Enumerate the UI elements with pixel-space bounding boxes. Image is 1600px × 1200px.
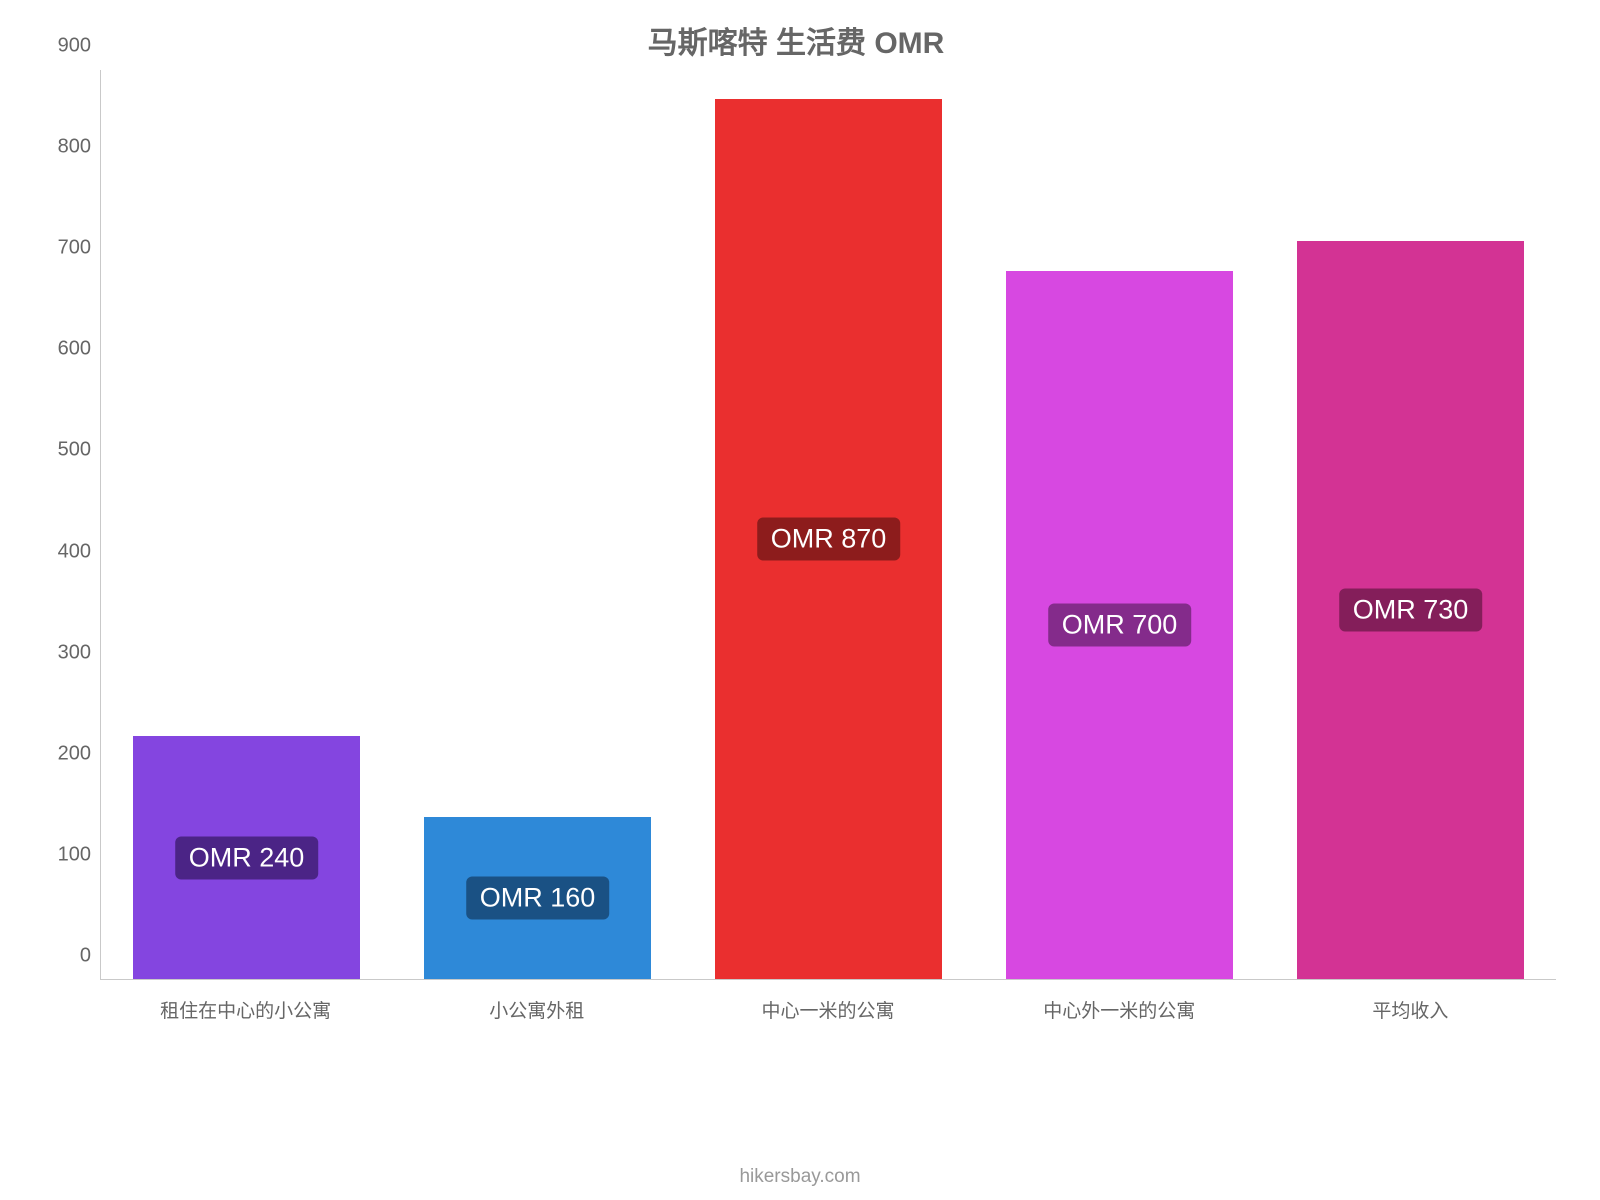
y-tick-label: 500 [58, 439, 101, 462]
chart-title: 马斯喀特 生活费 OMR [36, 18, 1556, 62]
y-tick-label: 300 [58, 641, 101, 664]
bar: OMR 700 [1006, 271, 1233, 979]
bar-slot: OMR 700 [974, 70, 1265, 979]
bar-value-badge: OMR 160 [466, 877, 610, 920]
bar-value-badge: OMR 730 [1339, 588, 1483, 631]
y-tick-label: 800 [58, 136, 101, 159]
bar-slot: OMR 730 [1265, 70, 1556, 979]
bar-value-badge: OMR 240 [175, 836, 319, 879]
y-tick-label: 100 [58, 843, 101, 866]
y-tick-label: 600 [58, 338, 101, 361]
bar-slot: OMR 160 [392, 70, 683, 979]
bar-value-badge: OMR 700 [1048, 604, 1192, 647]
x-axis-label: 小公寓外租 [391, 996, 682, 1023]
bar-slot: OMR 240 [101, 70, 392, 979]
bar: OMR 240 [133, 736, 360, 979]
x-axis-labels: 租住在中心的小公寓小公寓外租中心一米的公寓中心外一米的公寓平均收入 [100, 980, 1556, 1023]
bar-value-badge: OMR 870 [757, 518, 901, 561]
x-axis-label: 中心一米的公寓 [682, 996, 973, 1023]
cost-of-living-chart: 马斯喀特 生活费 OMR OMR 240 OMR 160 OMR 870 OMR 70… [36, 18, 1556, 1078]
bar: OMR 870 [715, 99, 942, 979]
bars-container: OMR 240 OMR 160 OMR 870 OMR 700 OMR 730 [101, 70, 1556, 979]
plot-area: OMR 240OMR 160OMR 870OMR 700OMR 730 0100… [100, 70, 1556, 980]
watermark: hikersbay.com [0, 1166, 1600, 1188]
y-tick-label: 0 [80, 945, 101, 968]
x-axis-label: 租住在中心的小公寓 [100, 996, 391, 1023]
y-tick-label: 400 [58, 540, 101, 563]
x-axis-label: 平均收入 [1265, 996, 1556, 1023]
bar: OMR 160 [424, 817, 651, 979]
y-tick-label: 900 [58, 35, 101, 58]
x-axis-label: 中心外一米的公寓 [974, 996, 1265, 1023]
y-tick-label: 700 [58, 237, 101, 260]
bar: OMR 730 [1297, 241, 1524, 979]
y-tick-label: 200 [58, 742, 101, 765]
bar-slot: OMR 870 [683, 70, 974, 979]
